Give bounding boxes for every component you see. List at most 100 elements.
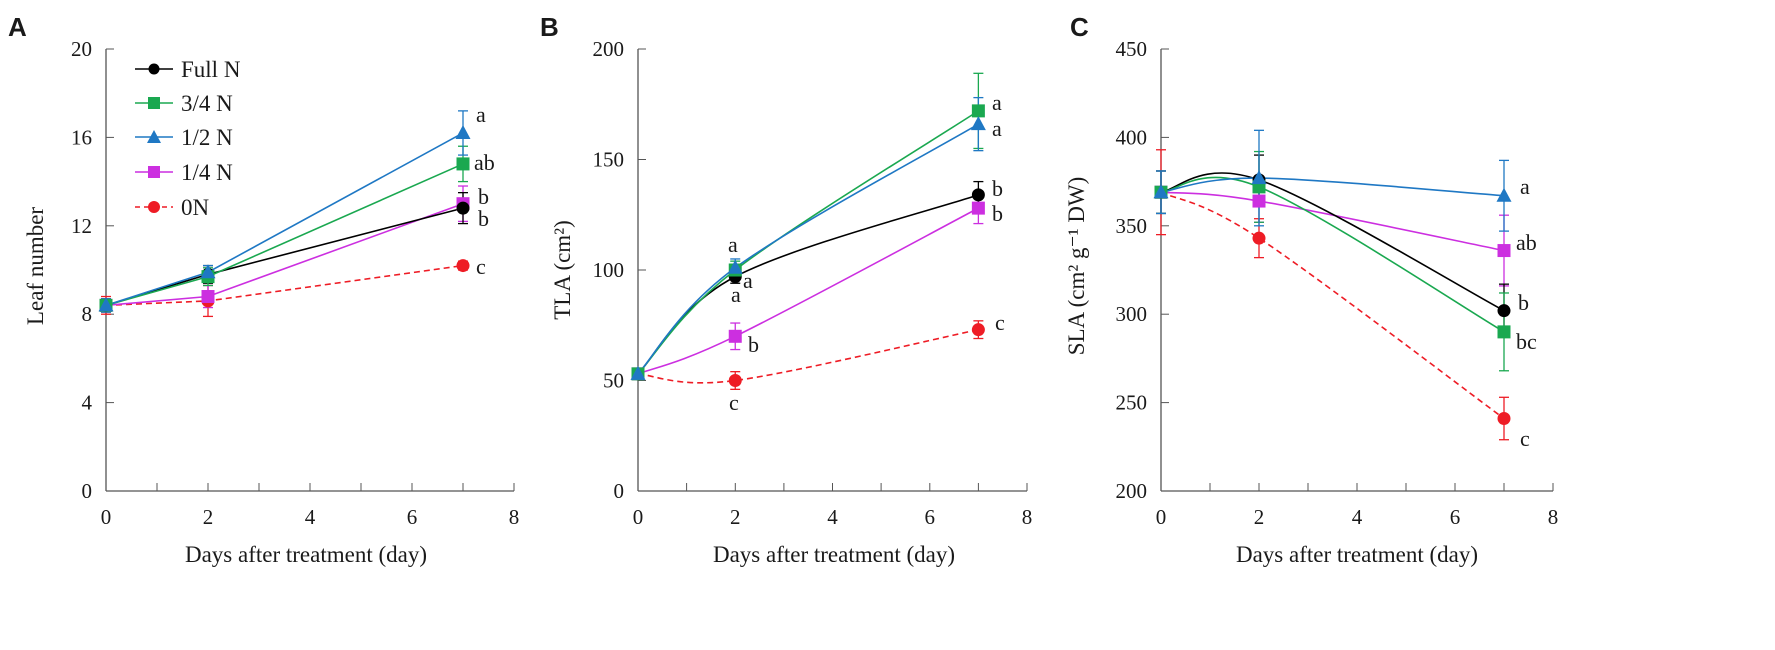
x-axis-label: Days after treatment (day) [185,542,427,567]
significance-letter: b [992,176,1003,201]
y-tick-label: 100 [593,258,625,282]
significance-letter: ab [474,150,495,175]
x-tick-label: 2 [730,505,741,529]
x-tick-labels: 0 2 4 6 8 [633,505,1033,529]
circle-marker-icon [148,201,160,213]
y-tick-labels: 0 4 8 12 16 20 [71,37,93,503]
significance-letter: c [1520,426,1530,451]
data-point-circle [728,374,742,387]
significance-letter: a [992,90,1002,115]
data-point-circle [971,188,985,202]
significance-letter: a [728,232,738,257]
series-line [1160,177,1505,197]
significance-letter: a [992,116,1002,141]
x-tick-label: 2 [203,505,214,529]
panel-c: C 200 250 300 350 400 450 0 2 4 6 [1064,12,1558,567]
series-line [637,110,979,375]
y-ticks [106,48,114,492]
y-tick-label: 450 [1116,37,1148,61]
y-tick-label: 20 [71,37,92,61]
plot-area [630,72,986,390]
y-ticks [1161,48,1169,492]
panel-label: A [8,12,27,42]
y-tick-label: 12 [71,214,92,238]
data-point-triangle [455,124,471,139]
y-tick-label: 0 [614,479,625,503]
x-tick-label: 8 [1548,505,1559,529]
data-point-square [456,157,470,171]
data-point-triangle [1496,187,1512,202]
x-tick-label: 6 [1450,505,1461,529]
panel-label: C [1070,12,1089,42]
y-tick-labels: 0 50 100 150 200 [593,37,625,503]
y-tick-label: 400 [1116,125,1148,149]
legend-label: 3/4 N [181,91,233,116]
data-point-triangle [98,297,114,312]
x-tick-label: 4 [305,505,316,529]
data-point-triangle [727,259,743,274]
square-marker-icon [148,97,160,109]
data-point-circle [1497,412,1511,426]
x-tick-label: 0 [1156,505,1167,529]
x-tick-label: 2 [1254,505,1265,529]
series-line [105,132,464,307]
data-point-square [1497,325,1511,339]
legend-label: Full N [181,57,241,82]
data-point-square [728,329,742,343]
panel-a: A 0 4 8 12 16 20 0 2 4 6 8 [8,12,519,567]
x-tick-label: 0 [633,505,644,529]
significance-letter: ab [1516,230,1537,255]
significance-letter: b [748,332,759,357]
x-ticks [637,483,1028,491]
plot-area [1153,129,1512,441]
legend-entry: 1/4 N [135,160,233,185]
series-line [105,163,464,307]
y-tick-label: 300 [1116,302,1148,326]
legend-entry: 0N [135,195,210,220]
panel-label: B [540,12,559,42]
data-point-square [201,290,215,304]
data-point-circle [456,201,470,215]
x-tick-label: 6 [925,505,936,529]
y-tick-label: 150 [593,148,625,172]
data-point-square [1252,194,1266,208]
circle-marker-icon [148,63,160,75]
data-point-triangle [970,116,986,131]
data-point-square [971,104,985,118]
series-line [1160,176,1505,333]
significance-letter: b [478,206,489,231]
legend-entry: Full N [135,57,241,82]
x-axis-label: Days after treatment (day) [1236,542,1478,567]
significance-letter: b [1518,290,1529,315]
data-point-square [971,201,985,215]
series-line [1160,191,1505,420]
legend-label: 1/2 N [181,125,233,150]
significance-letter: a [476,102,486,127]
y-tick-label: 350 [1116,214,1148,238]
panel-b: B 0 50 100 150 200 0 2 4 6 8 D [540,12,1032,567]
significance-letters: a ab b bc c [1516,174,1537,451]
significance-letter: c [729,390,739,415]
y-tick-labels: 200 250 300 350 400 450 [1116,37,1148,503]
x-axis-label: Days after treatment (day) [713,542,955,567]
significance-letter: a [1520,174,1530,199]
series-line [1160,191,1505,252]
y-tick-label: 200 [593,37,625,61]
y-axis-label: Leaf number [23,207,48,325]
legend-entry: 1/2 N [135,125,233,150]
data-point-circle [1497,304,1511,318]
data-point-triangle [200,264,216,279]
y-tick-label: 0 [82,479,93,503]
legend-label: 1/4 N [181,160,233,185]
significance-letters: a ab b b c [474,102,495,279]
x-tick-label: 6 [407,505,418,529]
significance-letter: a [743,268,753,293]
data-point-triangle [1251,170,1267,185]
y-tick-label: 16 [71,125,92,149]
significance-letter: b [478,184,489,209]
series-line [637,123,979,375]
legend-entry: 3/4 N [135,91,233,116]
y-axis-label: TLA (cm²) [550,220,575,320]
series-line [637,207,979,375]
